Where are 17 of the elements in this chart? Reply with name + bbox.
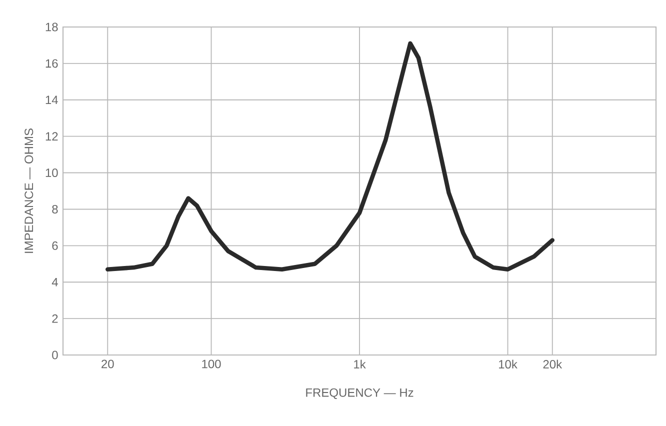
y-tick-label: 14 [46, 96, 58, 104]
x-tick-label: 20k [543, 360, 562, 369]
y-tick-label: 18 [46, 22, 58, 32]
x-axis-title: FREQUENCY — Hz [306, 388, 414, 399]
y-tick-label: 6 [52, 241, 58, 250]
x-tick-label: 100 [202, 360, 221, 368]
y-tick-label: 10 [46, 168, 58, 178]
y-tick-label: 12 [46, 132, 58, 141]
y-tick-label: 16 [46, 59, 58, 68]
y-tick-label: 8 [52, 204, 58, 214]
y-axis-title: IMPEDANCE — OHMS [24, 128, 34, 253]
y-tick-label: 4 [52, 278, 58, 286]
y-tick-label: 2 [52, 314, 58, 323]
x-tick-label: 1k [354, 360, 366, 368]
x-tick-label: 10k [499, 360, 518, 369]
x-tick-label: 20 [102, 360, 114, 368]
y-tick-label: 0 [52, 350, 58, 360]
